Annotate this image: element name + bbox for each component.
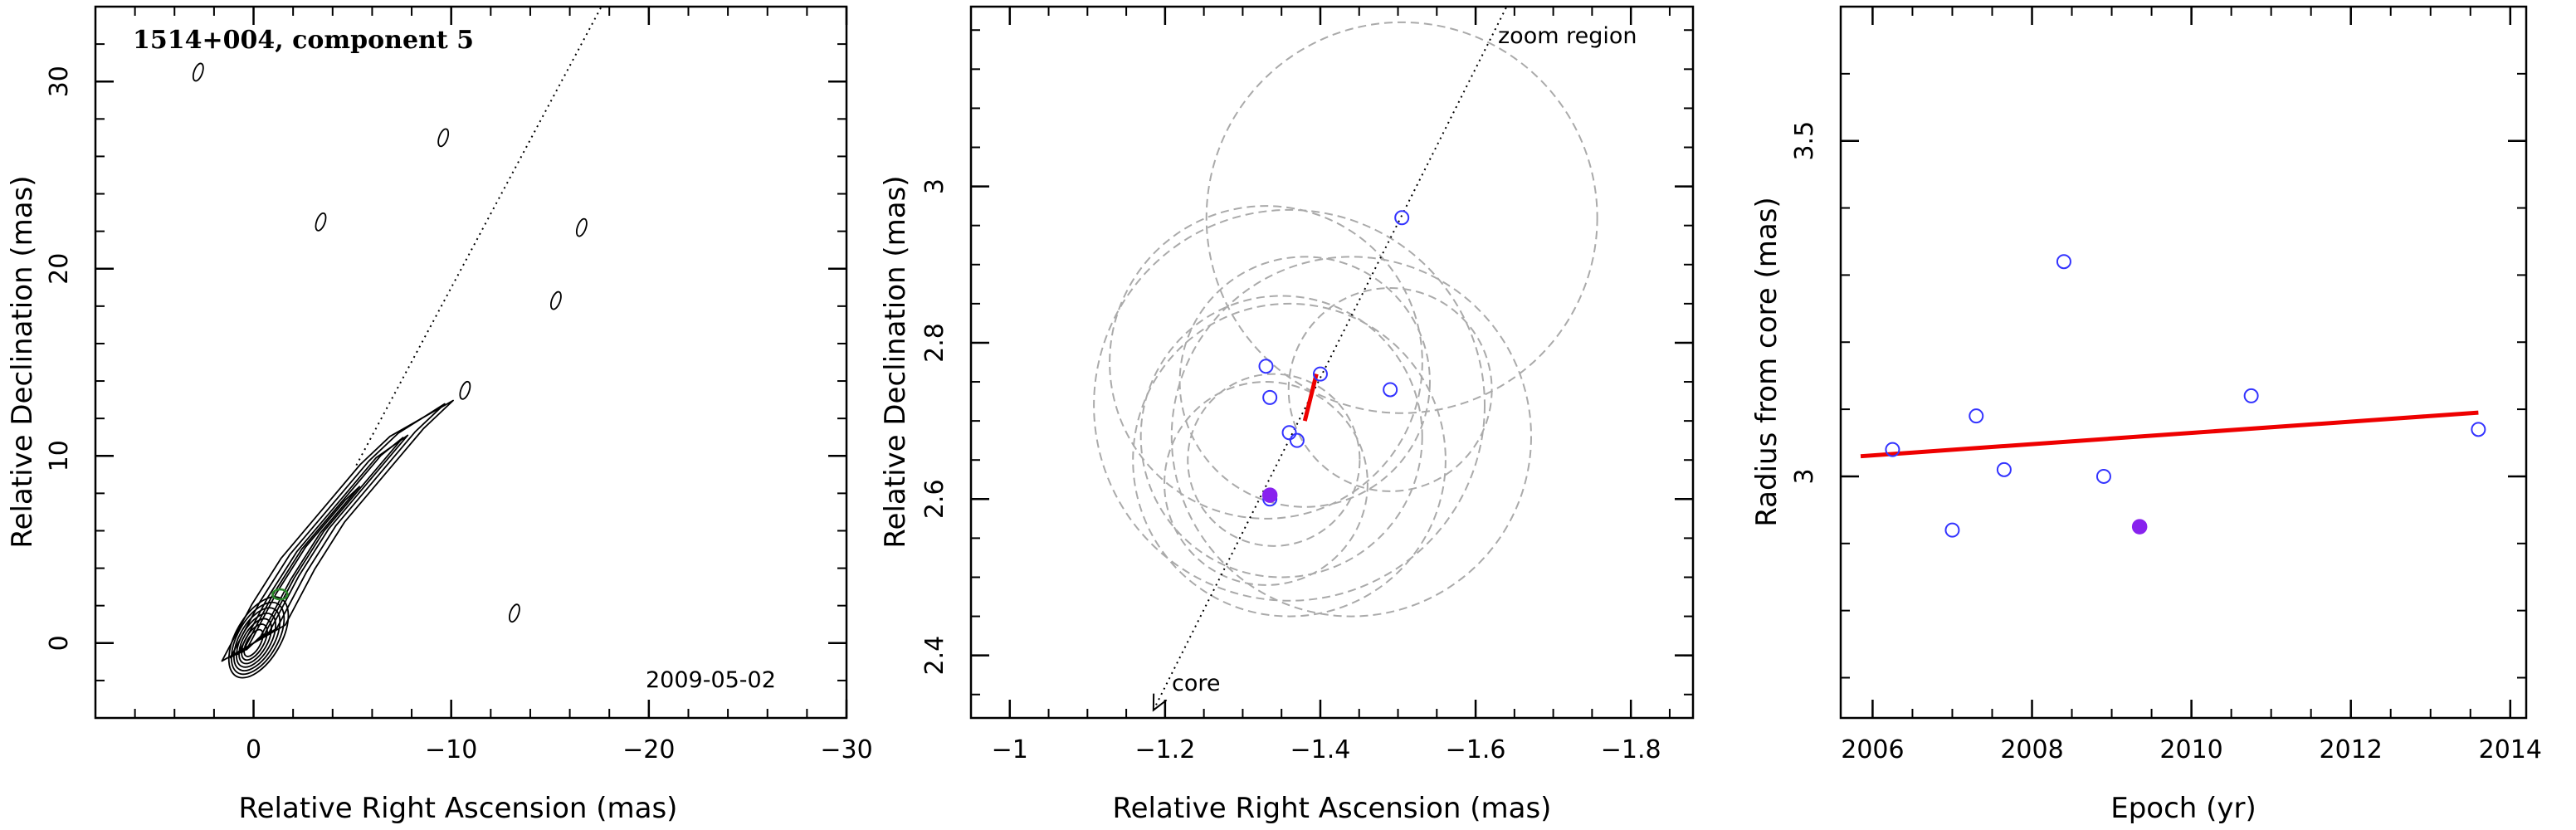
beam-circle xyxy=(1170,256,1532,618)
y-tick-label: 3 xyxy=(920,178,949,194)
panel1-tick-labels: 0 −10 −20 −30 0 10 20 30 xyxy=(45,66,873,764)
y-tick-label: 3 xyxy=(1790,468,1819,484)
x-tick-label: −1.2 xyxy=(1134,735,1195,764)
component-marker xyxy=(271,588,289,601)
panel2-points xyxy=(1258,210,1410,507)
x-tick-label: 2008 xyxy=(2000,735,2063,764)
beam-circle xyxy=(1109,205,1423,520)
beam-circle xyxy=(1205,21,1598,414)
panel3-frame xyxy=(1839,5,2528,720)
beam-circle xyxy=(1139,295,1423,579)
x-tick-label: 2012 xyxy=(2320,735,2383,764)
x-tick-label: 2014 xyxy=(2479,735,2542,764)
data-point xyxy=(1969,408,1984,424)
y-tick-label: 30 xyxy=(45,66,74,97)
data-point xyxy=(1262,389,1278,405)
data-point xyxy=(1383,382,1398,398)
isolated-contour xyxy=(192,62,204,82)
jet-contour xyxy=(221,399,454,662)
x-tick-label: 2010 xyxy=(2159,735,2222,764)
x-tick-label: −1 xyxy=(992,735,1028,764)
isolated-contour xyxy=(315,212,327,232)
beam-circles xyxy=(1093,21,1598,618)
y-tick-label: 2.6 xyxy=(920,479,949,519)
beam-circle xyxy=(1164,381,1368,586)
isolated-contour xyxy=(575,217,588,237)
panel1-title: 1514+004, component 5 xyxy=(133,26,474,55)
data-point xyxy=(1944,522,1960,538)
beam-circle xyxy=(1093,208,1486,602)
beam-circle xyxy=(1178,256,1431,508)
panel1-xlabel: Relative Right Ascension (mas) xyxy=(239,792,678,825)
fit-line xyxy=(1860,410,2479,459)
data-point xyxy=(1258,359,1274,374)
data-point xyxy=(1394,210,1410,226)
x-tick-label: −10 xyxy=(425,735,477,764)
data-point xyxy=(1885,442,1900,457)
panel-radius-epoch: 2006 2008 2010 2012 2014 3 3.5 Epoch (yr) Radi… xyxy=(1750,5,2542,825)
x-tick-label: −1.8 xyxy=(1601,735,1661,764)
panel2-tick-labels: −1 −1.2 −1.4 −1.6 −1.8 2.4 2.6 2.8 3 xyxy=(920,178,1661,764)
x-tick-label: −20 xyxy=(622,735,675,764)
core-direction-line xyxy=(1152,6,1508,711)
jet-contour xyxy=(242,437,404,653)
panel2-xlabel: Relative Right Ascension (mas) xyxy=(1113,792,1552,825)
panel1-frame xyxy=(94,5,848,720)
jet-direction-line xyxy=(355,6,603,466)
panel2-ticks xyxy=(970,7,1693,718)
data-point xyxy=(1312,366,1328,382)
isolated-contour xyxy=(459,380,471,400)
panel1-date: 2009-05-02 xyxy=(646,667,776,693)
panel1-ticks xyxy=(95,6,848,719)
y-tick-label: 2.4 xyxy=(920,636,949,676)
highlight-point xyxy=(2131,519,2148,535)
jet-contour xyxy=(246,486,361,651)
x-tick-label: −1.6 xyxy=(1446,735,1506,764)
data-point xyxy=(2095,468,2111,484)
fit-segment xyxy=(1302,374,1319,422)
panel3-tick-labels: 2006 2008 2010 2012 2014 3 3.5 xyxy=(1790,121,2542,764)
panel3-points xyxy=(1885,254,2486,538)
panel3-ticks xyxy=(1841,6,2526,718)
core-contour xyxy=(243,628,264,657)
jet-contour xyxy=(237,434,409,656)
isolated-contour xyxy=(508,603,520,623)
data-point xyxy=(2471,422,2486,437)
data-point xyxy=(1289,432,1305,448)
data-point xyxy=(2056,254,2071,270)
x-tick-label: −1.4 xyxy=(1290,735,1351,764)
panel3-xlabel: Epoch (yr) xyxy=(2110,792,2256,825)
data-point xyxy=(1996,461,2012,477)
y-tick-label: 10 xyxy=(45,440,74,471)
y-tick-label: 0 xyxy=(45,635,74,651)
y-tick-label: 2.8 xyxy=(920,323,949,363)
panel2-frame xyxy=(969,5,1695,720)
beam-circle xyxy=(1287,287,1493,492)
beam-circle xyxy=(1187,373,1361,547)
y-tick-label: 20 xyxy=(45,253,74,285)
core-arrow-head xyxy=(1152,693,1168,712)
panel3-ylabel: Radius from core (mas) xyxy=(1750,197,1783,526)
zoom-region-label: zoom region xyxy=(1498,23,1637,49)
panel2-ylabel: Relative Declination (mas) xyxy=(879,175,912,548)
data-point xyxy=(1281,425,1297,441)
highlight-point xyxy=(1261,487,1278,503)
panel1-contours xyxy=(192,62,588,679)
core-label: core xyxy=(1172,671,1220,696)
x-tick-label: 0 xyxy=(246,735,261,764)
x-tick-label: 2006 xyxy=(1841,735,1904,764)
isolated-contour xyxy=(549,290,562,310)
core-contour xyxy=(238,618,272,665)
y-tick-label: 3.5 xyxy=(1790,121,1819,161)
x-tick-label: −30 xyxy=(820,735,872,764)
isolated-contour xyxy=(437,128,450,148)
panel1-ylabel: Relative Declination (mas) xyxy=(6,175,39,548)
beam-circle xyxy=(1132,302,1447,618)
data-point xyxy=(2243,388,2259,403)
panel-zoom-region: −1 −1.2 −1.4 −1.6 −1.8 2.4 2.6 2.8 3 zoom region… xyxy=(879,5,1695,825)
jet-contour xyxy=(229,403,446,659)
